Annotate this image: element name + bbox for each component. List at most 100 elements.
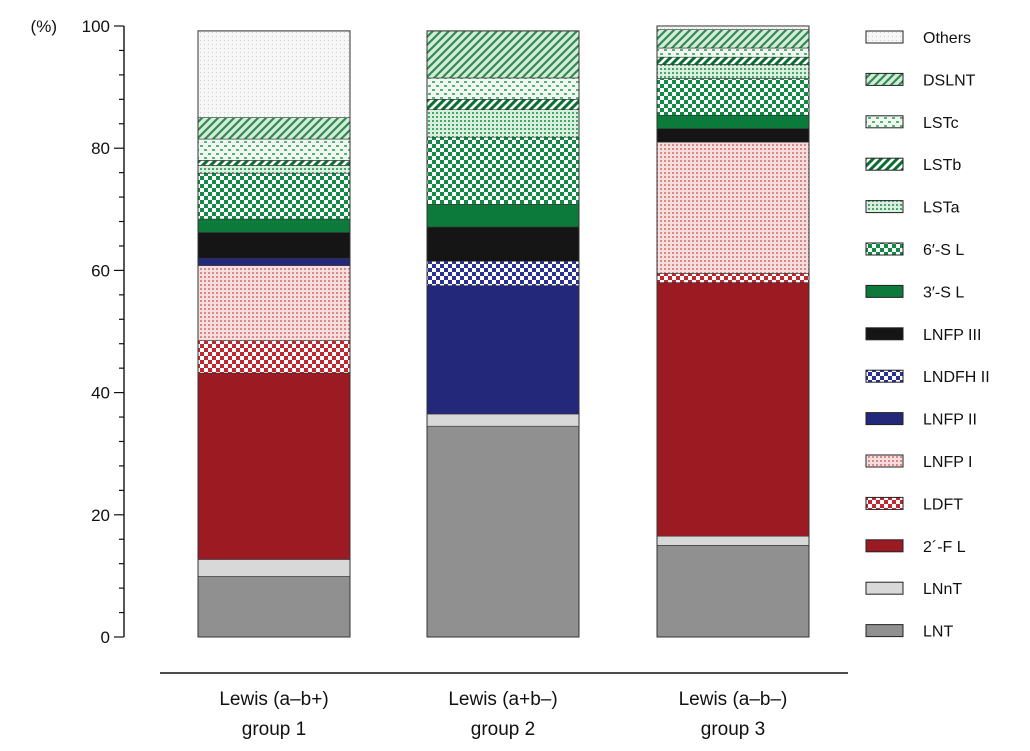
bar-segment-lstc [197,138,351,161]
bar-segment-lnnt [197,559,351,577]
legend-swatch [865,72,904,86]
x-category-label: Lewis (a–b–) [679,689,788,710]
legend-swatch [865,115,904,129]
y-tick-label: 20 [91,506,110,525]
bar-segment-lnfp-i [197,265,351,341]
legend-item-lnfp-i: LNFP I [865,454,973,471]
legend-label: LNDFH II [923,369,990,386]
bar-segment-dslnt [656,29,810,49]
legend-swatch [865,496,904,510]
bar-segment-lstb [426,99,580,111]
legend-swatch [865,369,904,383]
legend: Others DSLNT LSTc LSTb LSTa 6′-S L 3′-S L LNFP … [865,30,990,641]
legend-item-2-f-l: 2´-F L [865,539,966,556]
legend-swatch [865,30,904,44]
legend-item-ldft: LDFT [865,496,963,513]
legend-label: LNnT [923,581,962,598]
legend-swatch [865,581,904,595]
legend-swatch [865,624,904,638]
legend-item-lnnt: LNnT [865,581,962,598]
bar-segment-lsta [656,64,810,79]
bar-segment-lnfp-iii [426,226,580,262]
bar-group-1 [197,30,351,638]
legend-label: LNT [923,624,953,641]
legend-swatch [865,454,904,468]
bar-segment-others [197,30,351,118]
legend-label: LNFP III [923,327,981,344]
bar-segment-6-s-l [197,172,351,220]
x-category-label: group 1 [242,719,306,740]
legend-item-lnfp-ii: LNFP II [865,412,977,429]
legend-item-lnfp-iii: LNFP III [865,327,981,344]
bar-group-2 [426,30,580,638]
bar-segment-lnnt [656,535,810,546]
legend-item-lstc: LSTc [865,115,959,132]
legend-label: 6′-S L [923,242,964,259]
legend-swatch [865,412,904,426]
legend-swatch [865,327,904,341]
bar-segment-lnt [426,425,580,638]
legend-label: LDFT [923,496,963,513]
y-axis: 0 20 40 60 80 100 (%) [31,17,125,647]
bar-segment-6-s-l [426,136,580,205]
legend-item-lstb: LSTb [865,157,961,174]
bar-outline [197,30,351,638]
legend-label: 3′-S L [923,284,964,301]
legend-label: DSLNT [923,72,976,89]
legend-item-lnt: LNT [865,624,953,641]
legend-label: 2´-F L [923,539,966,556]
bar-segment-lstc [656,47,810,58]
legend-item-dslnt: DSLNT [865,72,976,89]
bar-segment-lstc [426,77,580,100]
bar-segment-lnfp-ii [426,285,580,415]
bar-segment-lstb [656,56,810,65]
legend-label: LSTc [923,115,959,132]
bar-outline [426,30,580,638]
bar-segment-3-s-l [197,218,351,233]
bar-segment-ldft [656,273,810,283]
legend-label: Others [923,30,971,47]
bar-segment-dslnt [197,117,351,140]
bar-segment-lnfp-ii [197,257,351,266]
y-tick-label: 80 [91,139,110,158]
legend-swatch [865,200,904,214]
legend-label: LSTb [923,157,961,174]
legend-item-others: Others [865,30,971,47]
y-tick-label: 60 [91,261,110,280]
legend-item-lndfh-ii: LNDFH II [865,369,990,386]
bar-segment-lnt [656,545,810,638]
bar-group-3 [656,25,810,638]
bar-outline [656,25,810,638]
x-category-label: group 3 [701,719,765,740]
legend-swatch [865,242,904,256]
y-tick-label: 40 [91,384,110,403]
bar-segment-lnfp-iii [197,232,351,259]
legend-swatch [865,539,904,553]
bar-segment-lndfh-ii [426,260,580,286]
bar-segment-lsta [197,165,351,174]
legend-label: LNFP I [923,454,973,471]
bar-segment-lnnt [426,413,580,427]
legend-item-3-s-l: 3′-S L [865,284,964,301]
legend-label: LNFP II [923,412,977,429]
y-unit-label: (%) [31,17,57,36]
bar-segment-3-s-l [656,114,810,129]
bar-segment-3-s-l [426,204,580,228]
bar-segment-lnfp-i [656,141,810,274]
bar-segment-lnfp-iii [656,128,810,143]
bar-segment-ldft [197,340,351,374]
legend-swatch [865,284,904,298]
x-axis-labels: Lewis (a–b+) group 1 Lewis (a+b–) group 2 Le… [160,672,848,740]
legend-item-6-s-l: 6′-S L [865,242,964,259]
x-category-label: group 2 [471,719,535,740]
bar-segment-dslnt [426,30,580,79]
x-category-label: Lewis (a+b–) [448,689,557,710]
bar-segment-2-f-l [197,372,351,560]
legend-swatch [865,157,904,171]
legend-item-lsta: LSTa [865,200,960,217]
x-category-label: Lewis (a–b+) [219,689,328,710]
bars [197,25,810,638]
bar-segment-2-f-l [656,282,810,537]
bar-segment-others [656,25,810,30]
